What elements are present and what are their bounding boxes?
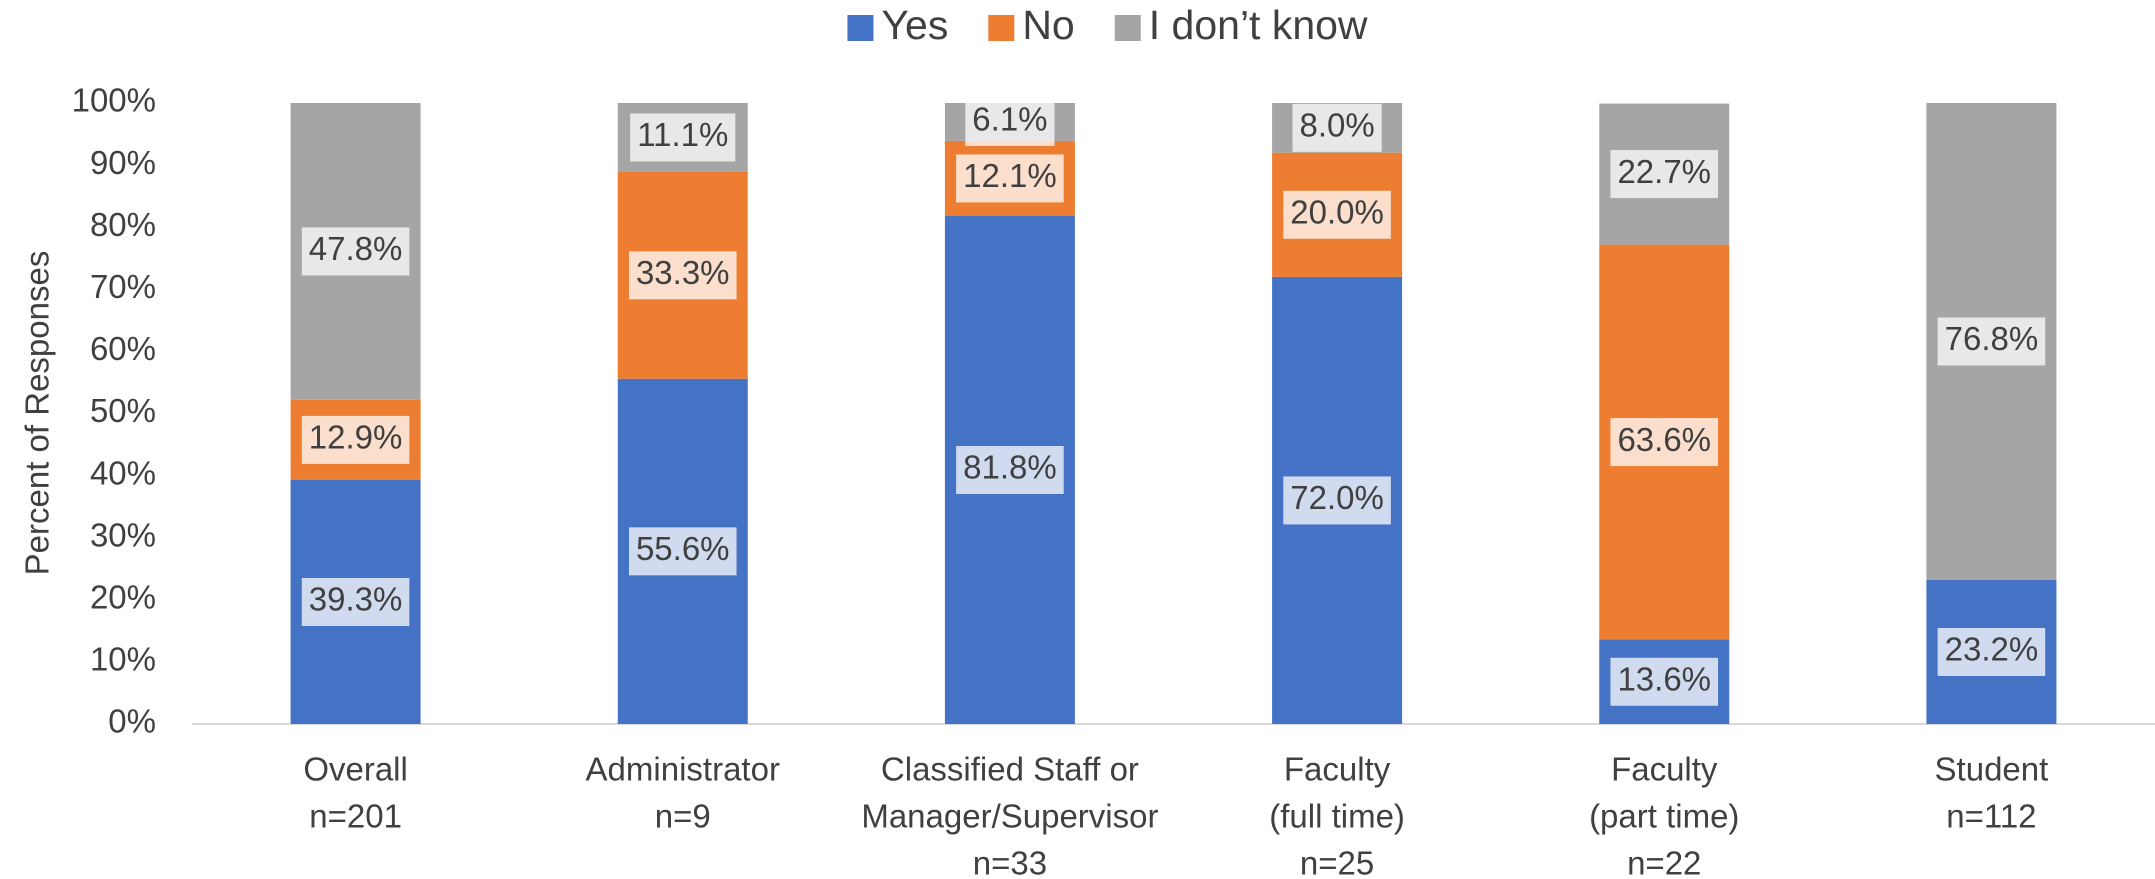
legend-label: Yes <box>881 2 948 48</box>
data-label-bg <box>301 415 410 464</box>
legend-swatch <box>988 15 1015 41</box>
y-tick-label: 60% <box>90 330 156 367</box>
x-tick-label: n=25 <box>1300 845 1374 879</box>
data-label: 6.1% <box>972 101 1047 138</box>
data-label-bg <box>956 446 1064 495</box>
x-tick-label: n=201 <box>309 798 402 835</box>
x-tick-label: n=33 <box>973 845 1047 879</box>
x-tick-label: n=9 <box>655 798 711 835</box>
data-label: 33.3% <box>636 254 730 291</box>
y-tick-label: 20% <box>90 579 156 616</box>
data-label-bg <box>1937 627 2046 676</box>
data-label: 72.0% <box>1290 479 1384 516</box>
y-axis-title: Percent of Responses <box>19 251 56 576</box>
y-tick-label: 0% <box>108 703 156 740</box>
legend-label: No <box>1022 2 1074 48</box>
legend-swatch <box>847 15 874 41</box>
y-tick-label: 100% <box>72 82 156 119</box>
data-label-bg <box>965 97 1055 146</box>
data-label: 55.6% <box>636 530 730 567</box>
x-tick-label: (part time) <box>1589 798 1739 835</box>
data-label-bg <box>1292 103 1382 152</box>
data-label: 39.3% <box>309 581 403 618</box>
legend-label: I don’t know <box>1149 2 1368 48</box>
data-label-bg <box>1610 418 1719 467</box>
y-tick-label: 70% <box>90 268 156 305</box>
legend-swatch <box>1114 15 1141 41</box>
x-tick-label: n=112 <box>1946 798 2036 835</box>
data-label-bg <box>1283 190 1391 239</box>
data-label-bg <box>628 527 737 576</box>
data-label: 20.0% <box>1290 193 1384 230</box>
x-tick-label: (full time) <box>1269 798 1405 835</box>
x-tick-label: Administrator <box>586 751 780 788</box>
x-tick-label: Classified Staff or <box>881 751 1139 788</box>
data-label: 12.9% <box>309 419 403 456</box>
data-label-bg <box>956 154 1064 203</box>
y-tick-label: 90% <box>90 144 156 181</box>
data-label: 13.6% <box>1617 660 1711 697</box>
data-label-bg <box>628 251 737 300</box>
x-tick-label: n=22 <box>1627 845 1701 879</box>
y-tick-label: 80% <box>90 206 156 243</box>
data-label: 47.8% <box>309 230 403 267</box>
data-label-bg <box>301 227 410 276</box>
data-label-bg <box>630 113 736 162</box>
data-label: 8.0% <box>1299 107 1374 144</box>
data-label: 63.6% <box>1617 421 1711 458</box>
x-tick-label: Student <box>1935 751 2049 788</box>
data-label: 22.7% <box>1617 153 1711 190</box>
x-tick-label: Manager/Supervisor <box>861 798 1158 835</box>
data-label: 12.1% <box>963 157 1057 194</box>
data-label: 76.8% <box>1945 320 2039 357</box>
y-tick-label: 30% <box>90 516 156 553</box>
x-tick-label: Faculty <box>1284 751 1391 788</box>
x-tick-label: Overall <box>303 751 408 788</box>
data-label-bg <box>1283 476 1391 525</box>
data-label-bg <box>1610 657 1719 706</box>
y-tick-label: 50% <box>90 392 156 429</box>
x-tick-label: Faculty <box>1611 751 1718 788</box>
data-label-bg <box>1937 317 2046 366</box>
y-tick-label: 40% <box>90 454 156 491</box>
y-tick-label: 10% <box>90 641 156 678</box>
data-label: 81.8% <box>963 449 1057 486</box>
data-label: 23.2% <box>1945 631 2039 668</box>
data-label-bg <box>1610 150 1719 199</box>
data-label-bg <box>301 577 410 626</box>
data-label: 11.1% <box>637 116 728 153</box>
